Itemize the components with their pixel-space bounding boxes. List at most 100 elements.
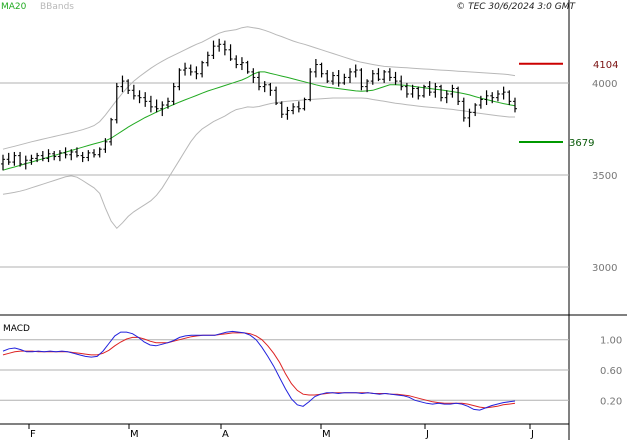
bb-lower-line <box>2 97 515 230</box>
ohlc-bar <box>177 68 182 91</box>
ohlc-bar <box>251 68 256 83</box>
ohlc-bar <box>29 154 34 165</box>
ohlc-bar <box>143 92 148 107</box>
ohlc-bar <box>285 106 290 120</box>
ohlc-bar <box>228 44 233 61</box>
ohlc-bar <box>92 149 97 158</box>
ohlc-bar <box>513 97 517 113</box>
ohlc-bar <box>416 86 421 100</box>
ohlc-bar <box>57 150 62 162</box>
ohlc-bar <box>148 95 153 113</box>
ohlc-bar <box>205 51 210 67</box>
ohlc-bar <box>456 86 461 106</box>
ohlc-bar <box>336 70 341 87</box>
ohlc-bar <box>439 84 444 102</box>
month-label: A <box>222 429 229 440</box>
ohlc-bar <box>12 151 17 166</box>
ohlc-bar <box>501 86 506 100</box>
price-tick-label: 4000 <box>592 79 617 90</box>
ohlc-bar <box>302 97 307 111</box>
macd-panel: 0.20 0.60 1.00 <box>0 330 622 411</box>
ohlc-bar <box>490 92 495 104</box>
ohlc-bar <box>103 138 108 153</box>
ohlc-bar <box>222 40 227 56</box>
price-tick-label: 3000 <box>592 263 617 274</box>
ohlc-bar <box>313 59 318 78</box>
ohlc-bar <box>359 68 364 91</box>
ohlc-bar <box>348 68 353 83</box>
ohlc-bar <box>444 90 449 104</box>
ohlc-bar <box>484 90 489 106</box>
macd-tick-label: 1.00 <box>600 336 622 347</box>
ohlc-bar <box>194 66 199 80</box>
ohlc-bar <box>211 40 216 60</box>
ohlc-bar <box>268 82 273 96</box>
macd-tick-label: 0.20 <box>600 396 622 407</box>
ohlc-bar <box>154 99 159 113</box>
macd-line <box>2 330 516 411</box>
ohlc-bar <box>217 38 222 52</box>
ohlc-bar <box>160 101 165 117</box>
ohlc-bar <box>262 81 267 93</box>
ohlc-bar <box>450 84 455 98</box>
ohlc-bar <box>239 57 244 71</box>
month-label: F <box>30 429 36 440</box>
ohlc-bar <box>165 97 170 109</box>
ohlc-bar <box>200 60 205 78</box>
ohlc-bar <box>507 90 512 106</box>
ohlc-bar <box>365 79 370 93</box>
month-label: M <box>322 429 331 440</box>
ohlc-bar <box>353 64 358 78</box>
price-tick-label: 3500 <box>592 171 617 182</box>
ohlc-bar <box>1 154 5 171</box>
ohlc-bar <box>421 84 426 98</box>
ohlc-bar <box>109 117 114 146</box>
ohlc-bar <box>131 84 136 100</box>
macd-tick-label: 0.60 <box>600 366 622 377</box>
ohlc-bar <box>40 151 45 162</box>
ohlc-bar <box>274 86 279 106</box>
month-label: J <box>425 429 429 440</box>
support-label: 3679 <box>569 138 594 149</box>
ohlc-bar <box>495 90 500 102</box>
ohlc-bar <box>308 68 313 102</box>
ohlc-bar <box>6 152 11 165</box>
ohlc-bar <box>18 151 23 167</box>
ohlc-bar <box>46 149 51 163</box>
price-axis: 3000 3500 4000 <box>592 79 617 274</box>
bollinger-bands <box>2 26 516 230</box>
ohlc-bar <box>387 68 392 82</box>
ohlc-bar <box>330 71 335 85</box>
ohlc-bar <box>410 84 415 98</box>
macd-label: MACD <box>3 324 30 334</box>
month-label: M <box>130 429 139 440</box>
ohlc-bar <box>80 151 85 163</box>
bb-upper-line <box>2 26 516 150</box>
ohlc-bar <box>23 155 28 170</box>
ohlc-bar <box>63 147 68 159</box>
ohlc-bar <box>120 75 125 93</box>
ohlc-bar <box>461 97 466 122</box>
ohlc-bar <box>427 81 432 96</box>
price-bars <box>1 38 517 171</box>
ohlc-bar <box>467 108 472 128</box>
ohlc-bar <box>35 152 40 163</box>
ohlc-bar <box>325 70 330 83</box>
ohlc-bar <box>171 82 176 106</box>
ohlc-bar <box>52 151 57 161</box>
month-label: J <box>530 429 534 440</box>
level-markers: 4104 3679 <box>519 60 618 149</box>
ohlc-bar <box>86 150 91 162</box>
ohlc-bar <box>183 62 188 76</box>
legend-ma20: MA20 <box>1 2 27 12</box>
ohlc-bar <box>370 70 375 85</box>
ohlc-bar <box>393 71 398 85</box>
ohlc-bar <box>404 82 409 98</box>
ohlc-bar <box>382 70 387 83</box>
ohlc-bar <box>126 79 131 94</box>
ohlc-bar <box>291 103 296 115</box>
ohlc-bar <box>257 71 261 91</box>
ohlc-bar <box>245 60 250 74</box>
